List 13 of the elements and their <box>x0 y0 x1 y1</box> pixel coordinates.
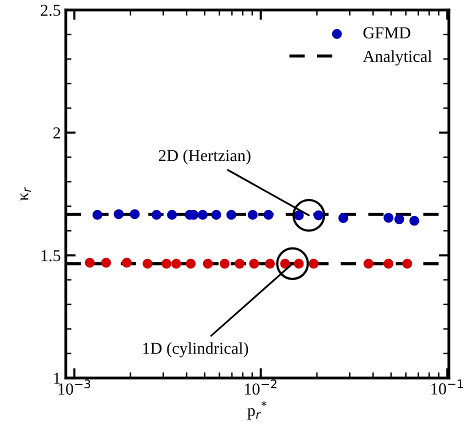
legend-label: Analytical <box>362 50 432 66</box>
annotation: 2D (Hertzian) <box>158 149 250 165</box>
y-tick-label: 2.5 <box>40 4 60 16</box>
legend-label: GFMD <box>363 27 410 38</box>
x-tick-label: 10$^{−2}$ <box>245 379 276 395</box>
y-tick-label: 1.5 <box>42 250 60 262</box>
y-tick-label: 1 <box>54 372 60 384</box>
annotation: 1D (cylindrical) <box>143 342 248 358</box>
x-axis-title: p$_{r}$$^{*}$ <box>247 400 267 420</box>
y-tick-label: 2 <box>53 127 60 138</box>
x-tick-label: 10$^{−1}$ <box>431 379 463 395</box>
y-axis-title: κ$_{r}$ <box>20 186 31 201</box>
x-tick-label: 10$^{−3}$ <box>58 379 90 395</box>
